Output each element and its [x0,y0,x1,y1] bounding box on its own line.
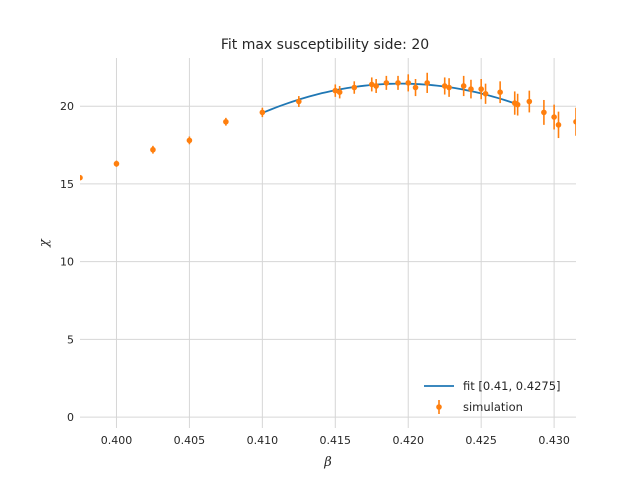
simulation-point [478,78,484,100]
simulation-point [223,117,229,126]
simulation-point [412,78,419,97]
simulation-point [113,160,120,167]
simulation-marker [573,118,576,125]
simulation-marker [186,137,193,144]
simulation-marker [460,83,467,89]
simulation-marker [497,89,503,96]
simulation-point [424,72,431,93]
y-tick-label: 10 [60,256,74,269]
simulation-marker [412,84,419,91]
legend: fit [0.41, 0.4275] simulation [424,379,561,414]
simulation-point [336,85,343,99]
x-tick-label: 0.415 [320,434,352,447]
simulation-marker [468,86,474,92]
simulation-point [460,75,467,97]
y-tick-label: 20 [60,100,74,113]
simulation-point [555,111,562,139]
simulation-point [259,107,266,118]
simulation-marker [482,90,489,97]
simulation-marker [446,84,452,91]
simulation-marker [351,84,358,91]
simulation-marker [514,101,521,108]
fit-layer [262,82,518,114]
simulation-point [186,136,193,145]
simulation-point [446,78,452,97]
y-tick-label: 5 [67,333,74,346]
x-tick-label: 0.405 [174,434,206,447]
simulation-point [351,81,358,94]
simulation-marker [395,80,401,86]
simulation-marker [259,109,266,116]
x-axis-label: β [323,455,332,470]
y-ticks: 0 5 10 15 20 [60,100,74,424]
simulation-point [150,145,156,154]
simulation-marker [80,174,83,181]
plot-background [80,58,576,428]
simulation-point [441,77,448,95]
legend-fit-label: fit [0.41, 0.4275] [463,379,561,393]
simulation-point [373,78,379,93]
fit-curve [262,82,518,114]
simulation-point [405,74,412,92]
simulation-marker [150,146,156,153]
simulation-marker [526,98,533,105]
grid [80,58,576,428]
simulation-marker [113,160,120,167]
x-tick-label: 0.420 [392,434,424,447]
x-tick-label: 0.410 [247,434,279,447]
simulation-marker [368,81,375,88]
simulation-point [526,90,533,113]
x-tick-label: 0.425 [465,434,497,447]
simulation-point [573,107,576,136]
simulation-point [395,75,401,90]
simulation-marker [383,80,390,86]
simulation-marker [296,98,302,105]
simulation-marker [541,109,547,116]
simulation-point [541,99,547,125]
x-tick-label: 0.430 [538,434,570,447]
simulation-point [551,104,557,130]
simulation-point [383,75,390,90]
x-ticks: 0.400 0.405 0.410 0.415 0.420 0.425 0.430 [101,434,570,447]
chart-title: Fit max susceptibility side: 20 [221,37,429,53]
simulation-marker [332,87,339,94]
simulation-point [80,174,83,181]
simulation-point [514,93,521,116]
legend-simulation-marker [436,404,442,410]
x-tick-label: 0.400 [101,434,133,447]
simulation-marker [223,118,229,125]
points-layer [80,72,576,181]
y-axis-label: χ [37,238,52,248]
simulation-marker [373,83,379,89]
simulation-point [468,79,474,99]
y-tick-label: 15 [60,178,74,191]
simulation-point [497,81,503,104]
y-tick-label: 0 [67,411,74,424]
simulation-marker [336,89,343,96]
simulation-marker [424,80,431,86]
simulation-point [296,96,302,107]
simulation-marker [405,80,412,86]
legend-simulation-label: simulation [463,400,523,414]
simulation-point [368,77,375,92]
simulation-marker [555,122,562,128]
simulation-point [332,84,339,97]
simulation-marker [478,86,484,92]
simulation-point [482,83,489,104]
simulation-marker [441,83,448,89]
simulation-marker [551,114,557,120]
